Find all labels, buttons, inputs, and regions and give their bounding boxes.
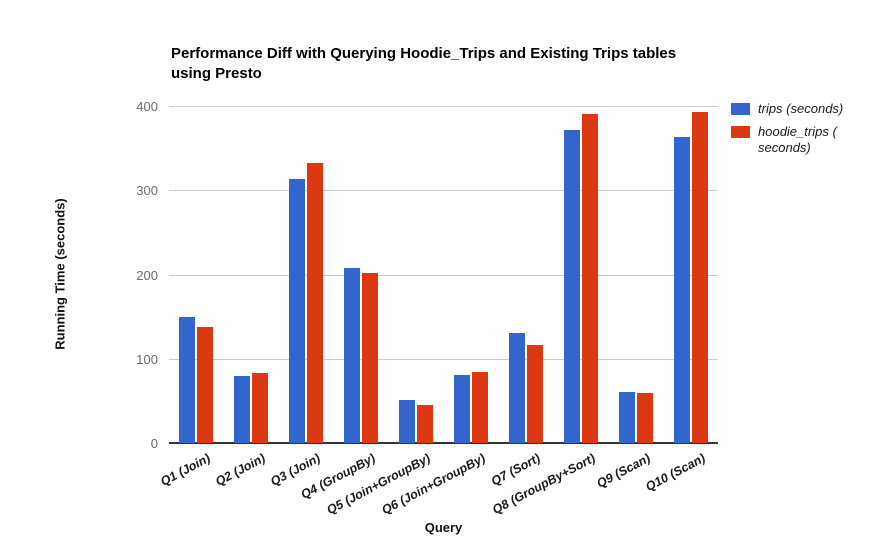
bar-q2-trips	[234, 376, 250, 443]
bar-q3-trips	[289, 179, 305, 443]
bar-q1-trips	[179, 317, 195, 443]
bar-q4-hoodie-trips	[362, 273, 378, 443]
bar-q9-hoodie-trips	[637, 393, 653, 443]
x-cat-label-q1: Q1 (Join)	[158, 451, 213, 489]
bar-q10-trips	[674, 137, 690, 443]
bar-q7-hoodie-trips	[527, 345, 543, 443]
bar-q2-hoodie-trips	[252, 373, 268, 443]
x-cat-label-q6: Q6 (Join+GroupBy)	[379, 451, 488, 518]
y-tick-label-200: 200	[136, 267, 158, 283]
x-cat-label-q9: Q9 (Scan)	[594, 451, 653, 491]
x-axis-line	[169, 442, 718, 444]
legend-item-hoodie-trips: hoodie_trips ( seconds)	[731, 124, 881, 156]
bar-q8-trips	[564, 130, 580, 443]
legend-swatch-icon	[731, 126, 750, 138]
bar-q1-hoodie-trips	[197, 327, 213, 443]
bar-q9-trips	[619, 392, 635, 443]
x-cat-label-q10: Q10 (Scan)	[643, 451, 708, 495]
bar-q3-hoodie-trips	[307, 163, 323, 443]
legend-label: hoodie_trips ( seconds)	[758, 124, 837, 155]
bar-q5-hoodie-trips	[417, 405, 433, 443]
legend-item-trips: trips (seconds)	[731, 101, 881, 117]
bar-q6-trips	[454, 375, 470, 443]
x-cat-label-q2: Q2 (Join)	[213, 451, 268, 489]
legend-label: trips (seconds)	[758, 101, 844, 116]
chart-title-line-1: Performance Diff with Querying Hoodie_Tr…	[171, 45, 677, 62]
y-tick-label-100: 100	[136, 351, 158, 367]
gridline-100	[169, 358, 718, 360]
bar-q4-trips	[344, 268, 360, 443]
plot-area	[169, 106, 718, 444]
y-tick-label-0: 0	[150, 436, 158, 451]
chart-title: Performance Diff with Querying Hoodie_Tr…	[171, 44, 676, 84]
bar-q6-hoodie-trips	[472, 372, 488, 443]
bar-q5-trips	[399, 400, 415, 443]
bar-q8-hoodie-trips	[582, 114, 598, 443]
legend-swatch-icon	[731, 103, 750, 115]
gridline-400	[169, 106, 718, 107]
y-tick-label-300: 300	[136, 183, 158, 199]
chart-title-line-2: using Presto	[171, 65, 262, 82]
legend: trips (seconds) hoodie_trips ( seconds)	[731, 101, 881, 163]
x-cat-label-q8: Q8 (GroupBy+Sort)	[490, 451, 598, 517]
bar-q10-hoodie-trips	[692, 112, 708, 443]
bar-q7-trips	[509, 333, 525, 443]
y-tick-label-400: 400	[136, 99, 158, 114]
gridline-300	[169, 190, 718, 192]
x-axis-title: Query	[424, 520, 463, 535]
gridline-200	[169, 274, 718, 276]
